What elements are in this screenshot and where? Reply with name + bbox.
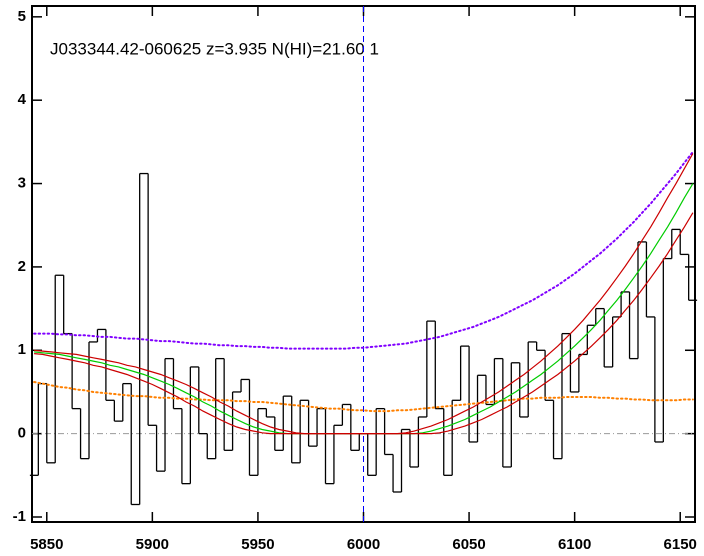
x-tick-label: 6100 [558, 536, 591, 553]
x-tick-label: 5950 [241, 536, 274, 553]
x-tick-label: 6050 [452, 536, 485, 553]
y-tick-label: 3 [18, 175, 26, 192]
x-tick-label: 6000 [347, 536, 380, 553]
x-tick-label: 5850 [30, 536, 63, 553]
y-tick-label: 4 [18, 91, 27, 108]
model-line [33, 150, 694, 350]
x-tick-label: 5900 [136, 536, 169, 553]
x-tick-label: 6150 [664, 536, 697, 553]
y-tick-label: 0 [18, 425, 26, 442]
chart-title: J033344.42-060625 z=3.935 N(HI)=21.60 1 [50, 39, 379, 58]
model-line [34, 212, 694, 435]
y-tick-label: 1 [18, 341, 26, 358]
y-tick-label: 5 [18, 8, 26, 25]
y-tick-label: 2 [18, 258, 26, 275]
y-tick-label: -1 [13, 508, 26, 525]
